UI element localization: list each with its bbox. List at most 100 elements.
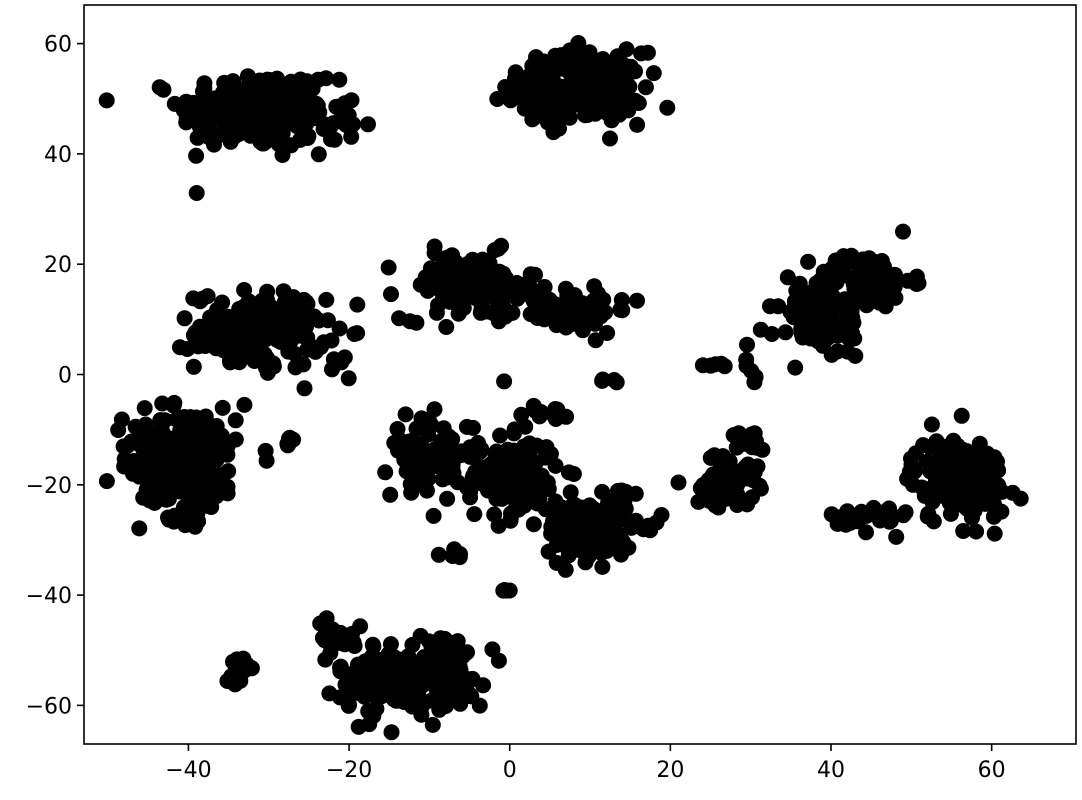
data-point — [214, 399, 231, 416]
data-point — [547, 518, 564, 534]
data-point — [731, 494, 748, 510]
data-point — [721, 453, 738, 470]
data-points — [98, 35, 1029, 741]
data-point — [823, 316, 840, 333]
data-point — [587, 332, 604, 349]
data-point — [640, 517, 657, 534]
data-point — [310, 312, 327, 329]
data-point — [839, 343, 856, 360]
data-point — [299, 130, 316, 146]
data-point — [843, 247, 860, 264]
data-point — [614, 302, 631, 319]
data-point — [188, 185, 205, 201]
data-point — [548, 499, 565, 516]
data-point — [176, 310, 193, 327]
y-tick-label: −60 — [26, 694, 72, 719]
data-point — [261, 297, 278, 314]
data-point — [475, 677, 492, 694]
y-tick-label: −20 — [26, 474, 72, 499]
data-point — [953, 407, 970, 424]
data-point — [283, 137, 300, 154]
data-point — [513, 406, 530, 423]
data-point — [559, 308, 576, 324]
data-point — [310, 71, 327, 88]
data-point — [466, 506, 483, 523]
data-point — [382, 486, 399, 503]
data-point — [153, 438, 170, 455]
data-point — [782, 304, 799, 320]
data-point — [148, 476, 165, 493]
data-point — [827, 252, 844, 269]
y-tick-label: 20 — [44, 253, 72, 278]
data-point — [903, 456, 920, 473]
data-point — [554, 98, 571, 115]
data-point — [476, 288, 493, 305]
data-point — [119, 437, 136, 454]
y-tick-label: −40 — [26, 584, 72, 609]
data-point — [858, 507, 875, 524]
data-point — [486, 506, 503, 523]
data-point — [928, 434, 945, 451]
data-point — [426, 401, 443, 418]
data-point — [420, 470, 437, 487]
data-point — [131, 420, 148, 437]
data-point — [218, 76, 234, 92]
data-point — [804, 302, 821, 319]
x-tick-label: −40 — [165, 758, 211, 783]
data-point — [310, 146, 327, 163]
data-point — [727, 470, 744, 487]
data-point — [852, 284, 869, 301]
data-point — [369, 659, 386, 676]
data-point — [490, 479, 506, 496]
data-point — [430, 268, 447, 284]
data-point — [458, 418, 475, 435]
data-point — [386, 660, 403, 677]
data-point — [496, 373, 513, 390]
data-point — [744, 489, 760, 506]
data-point — [197, 408, 214, 425]
data-point — [496, 300, 513, 317]
data-point — [202, 309, 219, 326]
data-point — [462, 483, 479, 500]
data-point — [321, 685, 338, 702]
data-point — [637, 79, 654, 96]
data-point — [596, 60, 613, 77]
data-point — [408, 314, 425, 331]
data-point — [483, 456, 499, 473]
data-point — [110, 422, 127, 438]
data-point — [630, 95, 647, 111]
data-point — [837, 267, 854, 284]
data-point — [627, 63, 643, 80]
data-point — [888, 528, 905, 545]
data-point — [432, 436, 449, 452]
data-point — [408, 447, 425, 464]
data-point — [527, 402, 544, 419]
data-point — [717, 487, 734, 504]
data-point — [134, 439, 151, 456]
data-point — [325, 351, 342, 368]
data-point — [340, 370, 357, 387]
data-point — [955, 523, 972, 539]
data-point — [581, 47, 598, 64]
data-point — [489, 91, 506, 107]
data-point — [116, 451, 133, 467]
data-point — [925, 479, 941, 495]
data-point — [963, 496, 980, 513]
data-point — [823, 279, 840, 296]
data-point — [492, 427, 509, 444]
y-axis: −60 −40 −20 0 20 40 60 — [26, 33, 84, 719]
data-point — [271, 121, 288, 138]
data-point — [208, 340, 224, 357]
data-point — [397, 406, 414, 423]
data-point — [462, 672, 479, 689]
data-point — [490, 652, 507, 669]
data-point — [553, 47, 570, 64]
data-point — [294, 328, 311, 344]
data-point — [391, 310, 408, 327]
data-point — [985, 508, 1002, 525]
data-point — [586, 278, 603, 295]
y-tick-label: 60 — [44, 33, 72, 58]
data-point — [214, 294, 231, 311]
data-point — [545, 124, 562, 141]
